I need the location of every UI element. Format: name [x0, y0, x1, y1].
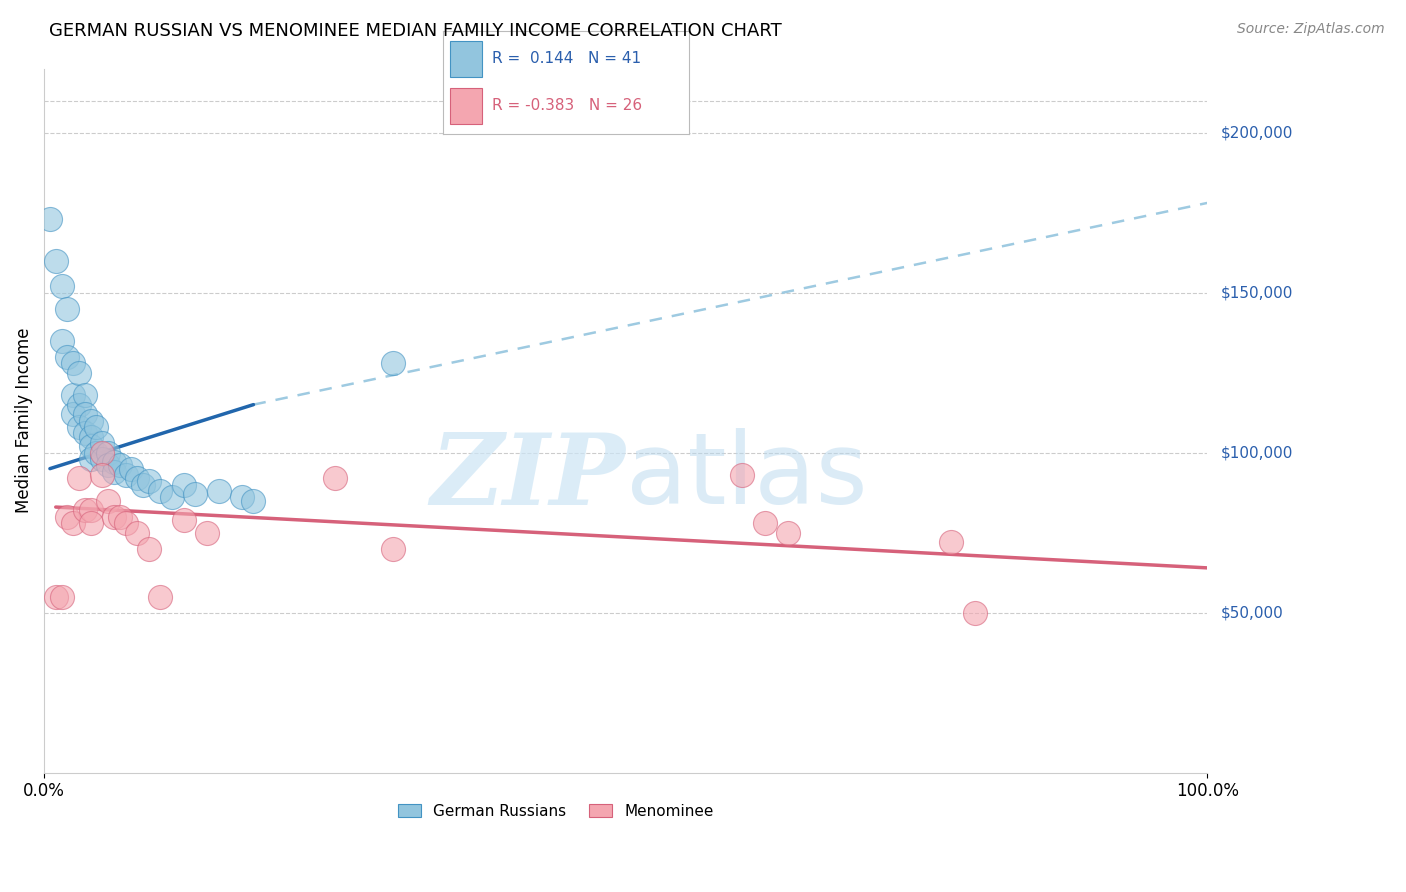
Point: [45, 253, 67, 268]
Point: [138, 475, 160, 489]
Point: [382, 356, 405, 370]
Point: [79, 414, 101, 428]
Point: [138, 541, 160, 556]
Point: [108, 458, 131, 473]
Point: [73, 503, 96, 517]
Point: [114, 468, 136, 483]
Text: $150,000: $150,000: [1220, 285, 1294, 300]
Point: [56, 509, 79, 524]
Point: [62, 516, 84, 530]
Point: [91, 436, 114, 450]
Point: [242, 493, 264, 508]
Point: [103, 509, 125, 524]
Point: [323, 471, 346, 485]
Text: $100,000: $100,000: [1220, 445, 1294, 460]
Point: [195, 525, 218, 540]
Point: [51, 279, 73, 293]
Text: atlas: atlas: [626, 428, 868, 525]
Point: [51, 334, 73, 348]
Point: [73, 407, 96, 421]
Point: [79, 503, 101, 517]
Y-axis label: Median Family Income: Median Family Income: [15, 328, 32, 514]
Point: [73, 426, 96, 441]
Text: Source: ZipAtlas.com: Source: ZipAtlas.com: [1237, 22, 1385, 37]
Point: [184, 487, 207, 501]
Point: [91, 445, 114, 459]
Bar: [450, 87, 482, 124]
Point: [73, 388, 96, 402]
Point: [62, 356, 84, 370]
Point: [97, 493, 120, 508]
Text: $50,000: $50,000: [1220, 605, 1284, 620]
Point: [103, 455, 125, 469]
Point: [86, 445, 108, 459]
Point: [51, 590, 73, 604]
Point: [103, 465, 125, 479]
Point: [127, 471, 149, 485]
Point: [67, 398, 90, 412]
Text: ZIP: ZIP: [430, 429, 626, 525]
Point: [778, 525, 800, 540]
Point: [97, 445, 120, 459]
Point: [86, 420, 108, 434]
Point: [97, 458, 120, 473]
Point: [963, 606, 986, 620]
Point: [941, 535, 963, 549]
Point: [108, 509, 131, 524]
Point: [62, 388, 84, 402]
Point: [67, 420, 90, 434]
Point: [79, 452, 101, 467]
Point: [91, 452, 114, 467]
Point: [149, 590, 172, 604]
Point: [114, 516, 136, 530]
Point: [45, 590, 67, 604]
Text: GERMAN RUSSIAN VS MENOMINEE MEDIAN FAMILY INCOME CORRELATION CHART: GERMAN RUSSIAN VS MENOMINEE MEDIAN FAMIL…: [49, 22, 782, 40]
Text: R =  0.144   N = 41: R = 0.144 N = 41: [492, 52, 641, 66]
Legend: German Russians, Menominee: German Russians, Menominee: [392, 797, 720, 825]
Point: [67, 366, 90, 380]
Point: [173, 513, 195, 527]
Point: [731, 468, 754, 483]
Point: [132, 477, 155, 491]
Point: [120, 461, 142, 475]
Point: [56, 350, 79, 364]
Point: [67, 471, 90, 485]
Point: [173, 477, 195, 491]
Point: [231, 491, 253, 505]
Point: [79, 516, 101, 530]
Point: [91, 468, 114, 483]
Point: [160, 491, 183, 505]
Point: [56, 301, 79, 316]
Text: R = -0.383   N = 26: R = -0.383 N = 26: [492, 97, 643, 112]
Point: [79, 439, 101, 453]
Point: [207, 484, 229, 499]
Point: [39, 211, 62, 226]
Text: $200,000: $200,000: [1220, 125, 1294, 140]
Point: [127, 525, 149, 540]
Point: [754, 516, 776, 530]
Bar: [450, 42, 482, 78]
Point: [79, 429, 101, 443]
Point: [62, 407, 84, 421]
Point: [149, 484, 172, 499]
Point: [382, 541, 405, 556]
